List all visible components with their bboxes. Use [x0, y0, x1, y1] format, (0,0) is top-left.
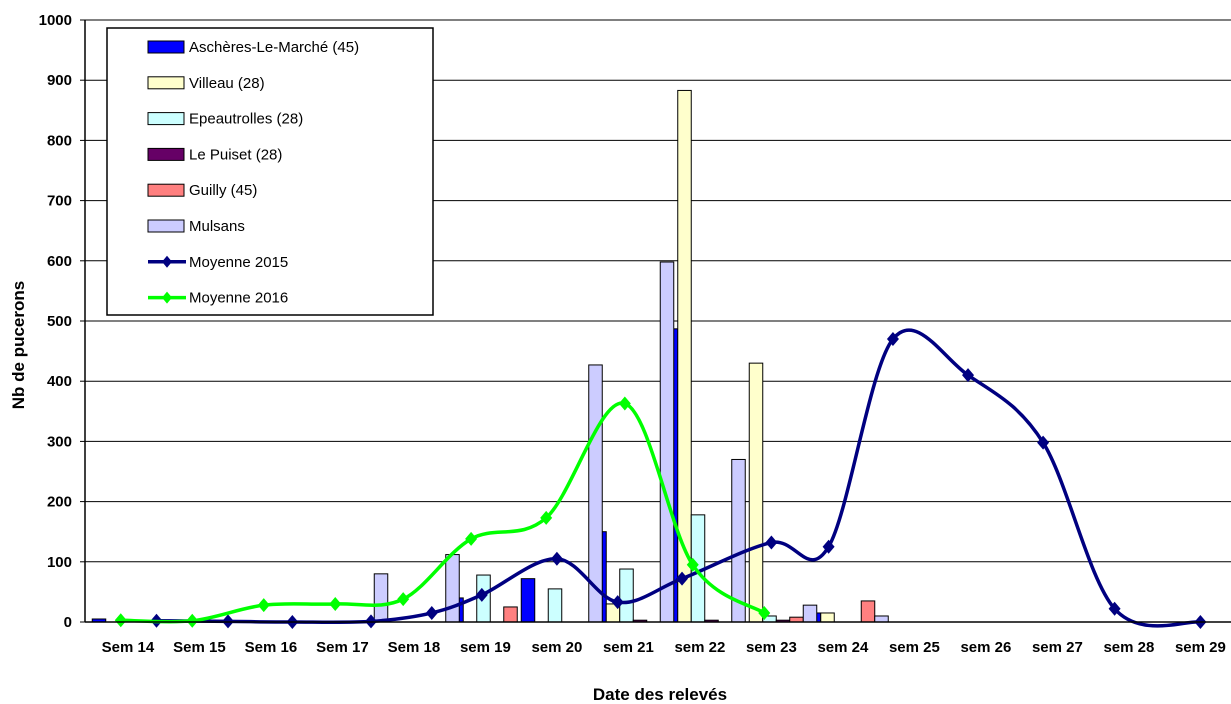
legend-label: Guilly (45) [189, 182, 257, 199]
y-tick-label: 100 [47, 554, 72, 571]
bar [659, 261, 675, 623]
line-marker [676, 571, 689, 586]
x-tick-label: Sem 14 [102, 639, 155, 656]
bar [520, 578, 536, 623]
legend-swatch [147, 183, 185, 197]
x-tick-label: Sem 15 [173, 639, 226, 656]
x-tick-label: sem 21 [603, 639, 654, 656]
x-tick-label: sem 25 [889, 639, 940, 656]
legend-swatch [147, 219, 185, 233]
bar [748, 362, 764, 623]
line-marker [550, 551, 563, 566]
legend-label: Moyenne 2015 [189, 254, 288, 271]
line-marker [475, 587, 488, 602]
x-axis-title: Date des relevés [593, 685, 727, 704]
line-marker [962, 368, 975, 383]
legend: Aschères-Le-Marché (45) Villeau (28) Epeau… [106, 27, 434, 316]
y-tick-label: 800 [47, 132, 72, 149]
x-tick-label: sem 27 [1032, 639, 1083, 656]
line-marker [886, 332, 899, 347]
legend-marker [162, 255, 172, 268]
x-tick-label: sem 28 [1103, 639, 1154, 656]
legend-label: Aschères-Le-Marché (45) [189, 39, 359, 56]
line-marker [765, 535, 778, 550]
y-tick-label: 600 [47, 253, 72, 270]
line-marker [758, 605, 771, 620]
legend-label: Mulsans [189, 218, 245, 235]
x-tick-labels: Sem 14 Sem 15 Sem 16 Sem 17 Sem 18 sem 19 sem … [102, 639, 1226, 656]
x-tick-label: sem 29 [1175, 639, 1226, 656]
legend-label: Villeau (28) [189, 75, 265, 92]
line-marker [822, 539, 835, 554]
y-tick-label: 700 [47, 193, 72, 210]
bar [874, 615, 889, 623]
line-marker [425, 605, 438, 620]
y-axis-title: Nb de pucerons [9, 281, 28, 409]
x-tick-label: sem 24 [817, 639, 869, 656]
legend-swatch [147, 147, 185, 161]
legend-swatch [147, 76, 185, 90]
legend-label: Epeautrolles (28) [189, 111, 303, 128]
legend-label: Moyenne 2016 [189, 290, 288, 307]
line-marker [1108, 601, 1121, 616]
x-tick-label: sem 23 [746, 639, 797, 656]
bar [547, 588, 563, 623]
bar [503, 606, 518, 623]
line-marker [465, 531, 478, 546]
bar [820, 612, 835, 623]
bar [802, 604, 818, 623]
y-tick-label: 200 [47, 494, 72, 511]
bar [677, 89, 692, 623]
bar [373, 573, 389, 623]
y-tick-labels: 0 100 200 300 400 500 600 700 800 900 1000 [39, 12, 85, 631]
bar [445, 554, 460, 623]
legend-marker [162, 291, 172, 304]
line-marker [329, 596, 342, 611]
x-tick-label: sem 26 [960, 639, 1011, 656]
y-tick-label: 1000 [39, 12, 72, 29]
line-marker [611, 595, 624, 610]
x-tick-label: sem 20 [531, 639, 582, 656]
line-marker [186, 613, 199, 628]
line-marker [540, 510, 553, 525]
bar [619, 568, 634, 623]
x-tick-label: sem 22 [674, 639, 725, 656]
x-tick-label: sem 19 [460, 639, 511, 656]
y-tick-label: 500 [47, 313, 72, 330]
line-marker [114, 613, 127, 628]
bar [860, 600, 876, 623]
x-tick-label: Sem 17 [316, 639, 369, 656]
x-tick-label: Sem 18 [388, 639, 441, 656]
line-marker [397, 592, 410, 607]
x-tick-label: Sem 16 [245, 639, 298, 656]
y-tick-label: 0 [64, 614, 72, 631]
y-tick-label: 300 [47, 433, 72, 450]
line-marker [618, 396, 631, 411]
line-marker [257, 598, 270, 613]
y-tick-label: 400 [47, 373, 72, 390]
line-marker [686, 557, 699, 572]
line-marker [1037, 435, 1050, 450]
legend-swatch [147, 40, 185, 54]
legend-swatch [147, 112, 185, 126]
y-tick-label: 900 [47, 72, 72, 89]
legend-box [106, 27, 434, 316]
legend-label: Le Puiset (28) [189, 146, 282, 163]
